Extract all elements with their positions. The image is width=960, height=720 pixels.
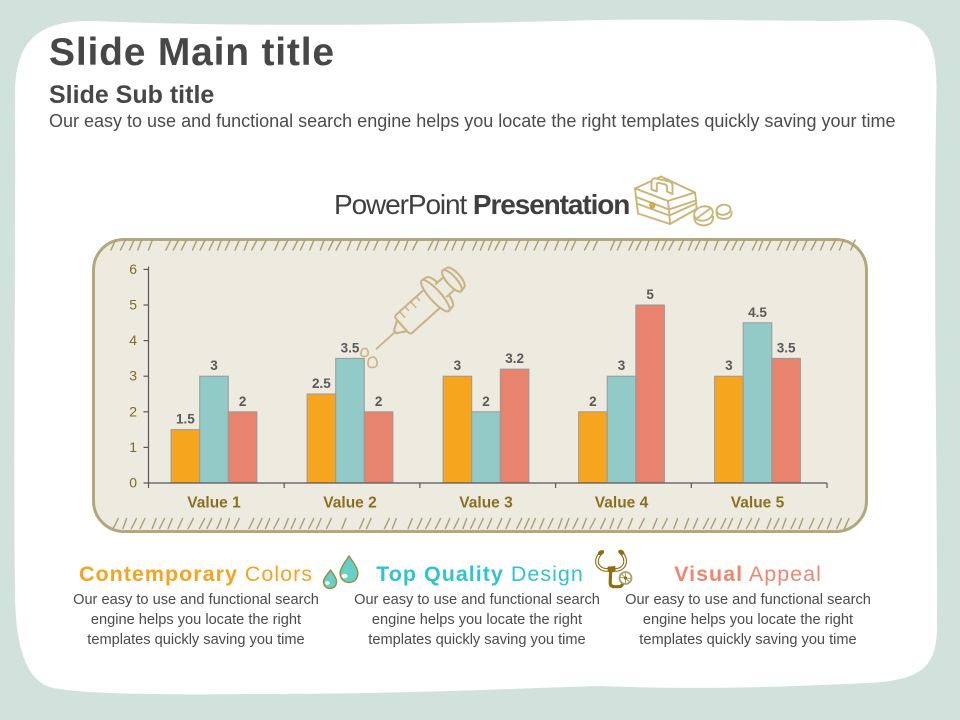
svg-text:Value 2: Value 2 (323, 495, 376, 512)
svg-text:3.2: 3.2 (505, 351, 524, 366)
svg-text:3: 3 (618, 358, 626, 373)
svg-text:3: 3 (210, 358, 218, 373)
svg-text:2: 2 (239, 394, 247, 409)
svg-text:4: 4 (129, 332, 137, 348)
svg-text:3.5: 3.5 (341, 340, 360, 355)
svg-text:Value 1: Value 1 (187, 495, 241, 512)
svg-text:2.5: 2.5 (312, 376, 331, 391)
svg-text:2: 2 (589, 394, 597, 409)
svg-text:0: 0 (129, 475, 137, 491)
svg-text:5: 5 (129, 297, 137, 313)
svg-text:1: 1 (129, 439, 137, 455)
svg-text:2: 2 (482, 394, 490, 409)
svg-text:1.5: 1.5 (176, 412, 195, 427)
svg-text:2: 2 (129, 403, 137, 419)
svg-text:Value 5: Value 5 (731, 495, 785, 512)
svg-text:3: 3 (129, 368, 137, 384)
svg-text:6: 6 (129, 261, 137, 277)
svg-text:3: 3 (454, 358, 462, 373)
svg-text:Value 4: Value 4 (595, 495, 649, 512)
svg-text:2: 2 (375, 394, 383, 409)
svg-text:Value 3: Value 3 (459, 495, 513, 512)
svg-text:3: 3 (725, 358, 733, 373)
svg-text:4.5: 4.5 (748, 305, 767, 320)
svg-text:3.5: 3.5 (777, 340, 796, 355)
svg-text:5: 5 (646, 287, 654, 302)
